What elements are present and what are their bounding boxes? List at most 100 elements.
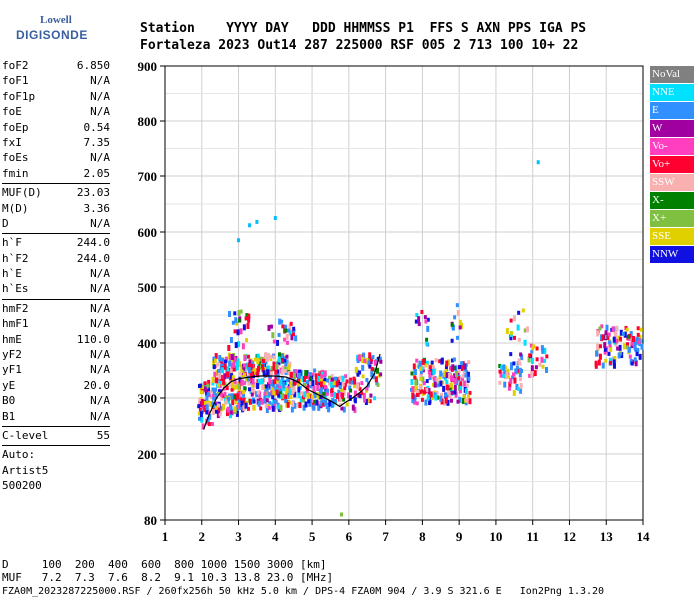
echo-point [417,322,421,327]
echo-point [356,383,360,390]
echo-point [198,416,202,421]
echo-point [368,364,372,369]
echo-point [466,371,470,378]
echo-point [611,326,615,333]
echo-point [612,336,616,343]
echo-point [252,397,256,402]
param-label: h`E [2,267,22,281]
param-row: foF1 N/A [2,73,110,88]
echo-point [303,382,307,387]
echo-point [242,405,246,412]
echo-point [264,373,268,378]
echo-point [214,387,218,392]
echo-point [273,380,277,385]
echo-point [229,410,233,415]
echo-point [204,386,208,393]
echo-point [512,372,516,377]
echo-point [467,394,471,399]
echo-point [222,386,226,391]
echo-point [231,399,235,406]
echo-point [230,387,234,392]
echo-point [339,397,343,402]
echo-point [283,369,287,374]
echo-point [201,385,205,390]
echo-point [444,393,448,398]
echo-point [362,392,366,399]
echo-point [216,391,220,396]
echo-point [243,363,247,368]
param-label: M(D) [2,201,29,215]
legend-item: NNE [650,84,694,101]
echo-point [464,398,468,403]
echo-point [372,373,376,380]
echo-point [535,357,539,362]
echo-point [638,334,642,339]
echo-point [339,512,343,517]
echo-point [214,353,218,360]
echo-point [608,357,612,364]
legend-item: E [650,102,694,119]
echo-point [436,395,440,400]
param-value: N/A [90,348,110,362]
echo-point [214,405,218,410]
param-row: foE N/A [2,104,110,119]
echo-point [236,393,240,400]
divider [2,233,110,235]
echo-point [518,361,522,366]
echo-point [307,399,311,404]
echo-point [313,392,317,399]
echo-point [596,330,600,337]
echo-point [276,379,280,384]
echo-point [199,411,203,418]
echo-point [449,382,453,387]
echo-point [278,318,282,325]
echo-point [342,406,346,413]
echo-point [423,390,427,395]
echo-point [308,400,312,407]
echo-point [270,390,274,397]
echo-point [448,391,452,398]
echo-point [458,396,462,403]
echo-point [226,366,230,373]
echo-point [289,321,293,326]
echo-point [217,403,221,408]
echo-point [619,336,623,341]
echo-point [451,324,455,331]
echo-point [213,358,217,363]
echo-point [330,374,334,381]
echo-point [358,394,362,399]
header-values: Fortaleza 2023 Out14 287 225000 RSF 005 … [140,38,579,53]
echo-point [245,313,249,318]
echo-point [277,356,281,363]
echo-point [538,362,542,367]
echo-point [246,406,250,411]
param-label: MUF(D) [2,186,42,200]
echo-point [423,363,427,368]
echo-point [247,316,251,323]
echo-point [630,344,634,349]
y-tick-label: 300 [138,391,158,406]
echo-point [289,371,293,378]
echo-point [509,377,513,384]
x-tick-label: 11 [527,529,539,544]
echo-point [415,312,419,317]
echo-point [458,365,462,370]
echo-point [639,327,643,332]
echo-point [308,372,312,377]
echo-point [212,365,216,370]
echo-point [242,392,246,397]
echo-point [292,373,296,380]
divider [2,445,110,447]
echo-point [636,347,640,352]
legend-item: W [650,120,694,137]
echo-point [223,391,227,396]
echo-point [343,386,347,391]
echo-point [432,382,436,387]
echo-point [456,399,460,404]
echo-point [616,346,620,351]
echo-point [267,392,271,397]
echo-point [237,318,241,323]
echo-point [247,362,251,367]
echo-point [344,374,348,379]
echo-point [291,401,295,408]
